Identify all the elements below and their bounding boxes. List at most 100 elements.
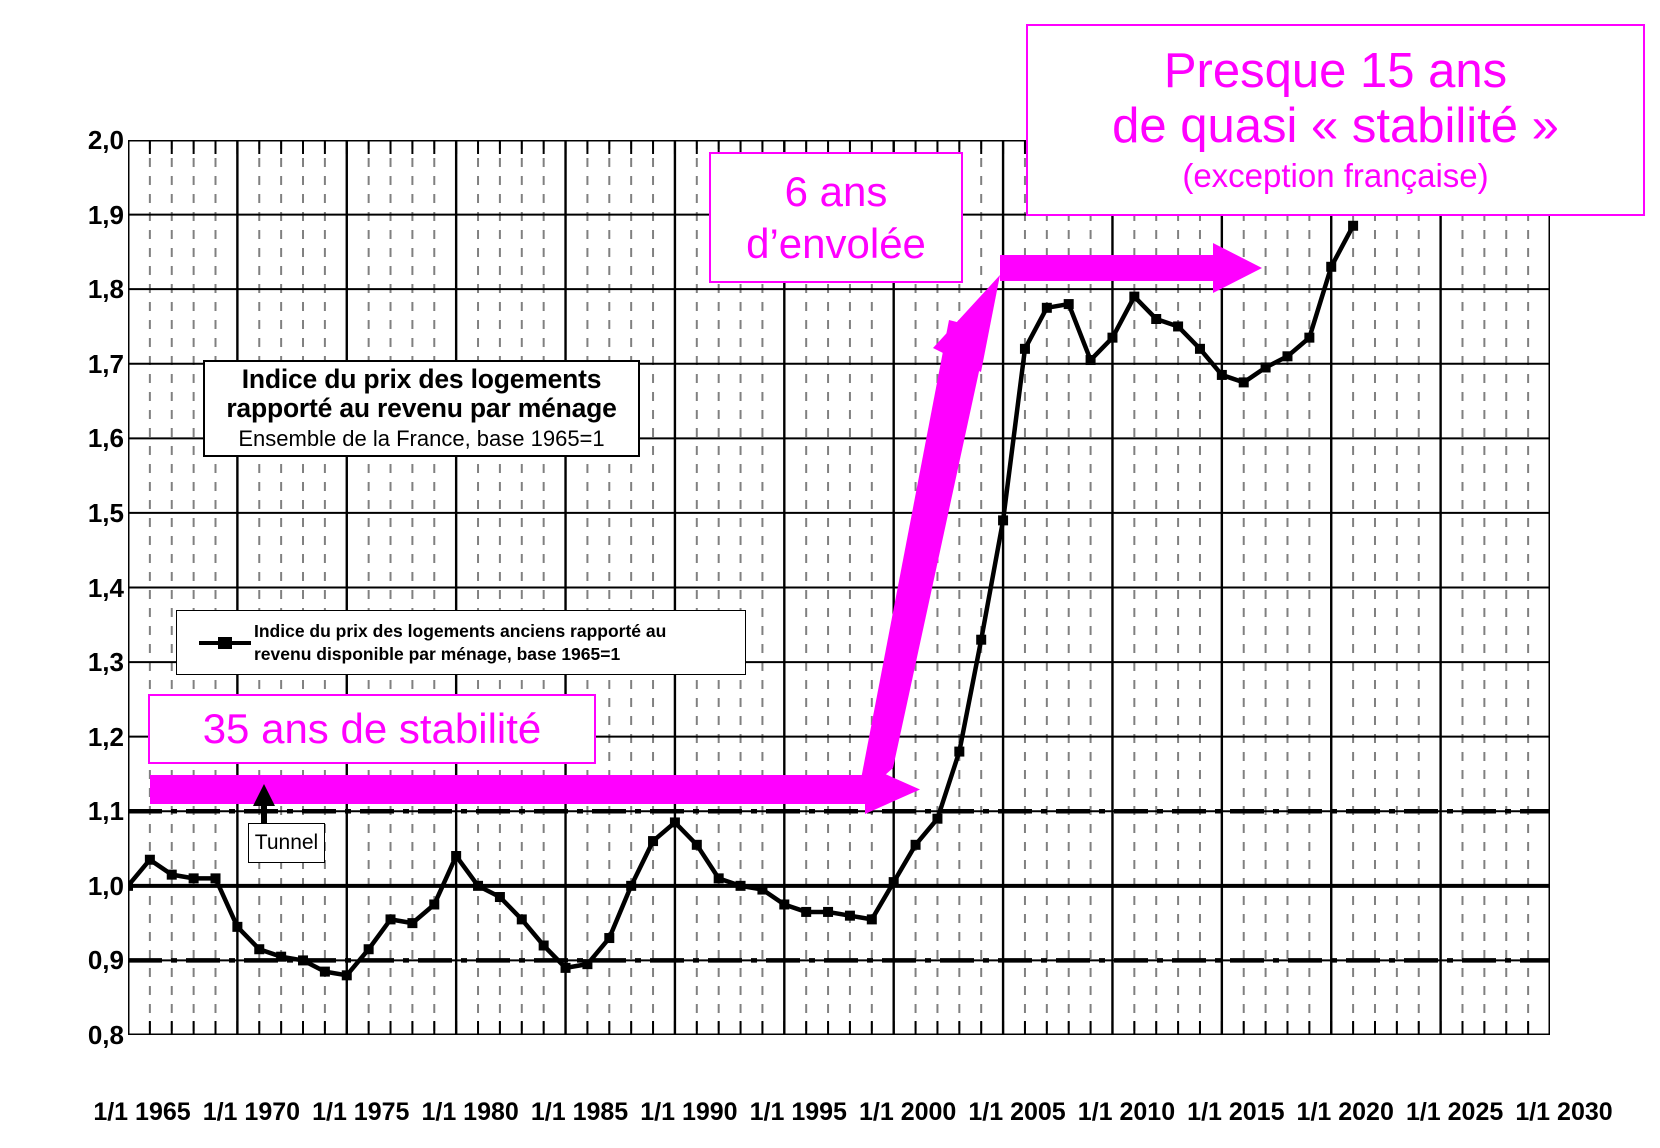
y-tick-label: 1,2 — [87, 721, 124, 752]
series-marker — [932, 813, 943, 824]
y-tick-label: 2,0 — [87, 125, 124, 155]
annotation-6-ans-envolee-line1: 6 ans — [784, 168, 888, 216]
y-tick-label: 0,9 — [87, 945, 124, 976]
series-marker — [976, 634, 987, 645]
y-tick-label: 0,8 — [87, 1020, 124, 1050]
series-marker — [1260, 362, 1271, 373]
series-marker — [385, 914, 396, 925]
series-marker — [691, 839, 702, 850]
y-tick-label: 1,6 — [87, 423, 124, 454]
series-marker — [319, 966, 330, 977]
series-marker — [128, 880, 133, 891]
series-marker — [538, 940, 549, 951]
series-marker — [298, 955, 309, 966]
x-tick-label: 1/1 1995 — [749, 1098, 847, 1126]
x-axis: 1/1 1965 1/1 1970 1/1 1975 1/1 1980 1/1 1985… — [0, 1098, 1660, 1138]
series-marker — [1019, 343, 1030, 354]
series-marker — [1085, 355, 1096, 366]
y-tick-label: 1,0 — [87, 870, 124, 901]
y-tick-label: 1,1 — [87, 796, 124, 827]
annotation-presque-15-ans-line2: de quasi « stabilité » — [1112, 99, 1559, 154]
series-marker — [1151, 314, 1162, 324]
y-tick-label: 1,4 — [87, 572, 124, 603]
series-marker — [626, 880, 637, 891]
series-marker — [1326, 261, 1337, 272]
series-marker — [866, 914, 877, 925]
series-marker — [1041, 302, 1052, 313]
x-tick-label: 1/1 2020 — [1296, 1098, 1394, 1126]
series-marker — [669, 817, 680, 828]
x-tick-label: 1/1 1980 — [421, 1098, 519, 1126]
annotation-35-ans-stabilite-line1: 35 ans de stabilité — [202, 704, 542, 752]
series-marker — [998, 515, 1009, 526]
series-marker — [1304, 332, 1315, 343]
series-marker — [844, 910, 855, 921]
series-marker — [516, 914, 527, 925]
x-tick-label: 1/1 1990 — [640, 1098, 738, 1126]
series-marker — [779, 899, 790, 910]
series-marker — [429, 899, 440, 910]
annotation-6-ans-envolee: 6 ans d’envolée — [709, 152, 963, 283]
series-marker — [1216, 369, 1227, 380]
series-marker — [166, 869, 177, 880]
y-tick-label: 1,7 — [87, 348, 124, 379]
series-marker — [560, 962, 571, 973]
series-marker — [363, 944, 374, 955]
chart-legend: Indice du prix des logements anciens rap… — [176, 610, 746, 675]
series-marker — [1063, 299, 1074, 310]
series-marker — [473, 880, 484, 891]
series-marker — [188, 873, 199, 884]
x-tick-label: 1/1 2030 — [1515, 1098, 1613, 1126]
series-marker — [1173, 321, 1184, 332]
chart-title-line1: Indice du prix des logements — [241, 363, 602, 394]
chart-title-box: Indice du prix des logements rapporté au… — [203, 360, 640, 457]
plot-area — [128, 140, 1550, 1035]
annotation-35-ans-stabilite: 35 ans de stabilité — [148, 694, 596, 764]
annotation-6-ans-envolee-line2: d’envolée — [746, 219, 926, 267]
series-marker — [1238, 377, 1249, 388]
x-tick-label: 1/1 2015 — [1187, 1098, 1285, 1126]
x-tick-label: 1/1 1970 — [202, 1098, 301, 1126]
series-marker — [276, 951, 287, 962]
series-marker — [757, 884, 768, 895]
series-marker — [407, 918, 418, 929]
x-tick-label: 1/1 2010 — [1077, 1098, 1176, 1126]
series-marker — [1194, 343, 1205, 354]
y-axis: 0,8 0,9 1,0 1,1 1,2 1,3 1,4 1,5 1,6 1,7 1,8 1,9 2,0 — [62, 0, 124, 1148]
series-marker — [582, 959, 593, 970]
x-tick-label: 1/1 1965 — [93, 1098, 191, 1126]
series-marker — [954, 746, 965, 757]
x-tick-label: 1/1 1985 — [530, 1098, 629, 1126]
series-marker — [144, 854, 155, 865]
series-marker — [1282, 351, 1293, 362]
legend-label-line1: Indice du prix des logements anciens rap… — [254, 621, 667, 642]
tunnel-label: Tunnel — [254, 831, 319, 854]
series-marker — [910, 839, 921, 850]
y-tick-label: 1,3 — [87, 647, 124, 678]
reference-lines — [128, 809, 1550, 963]
legend-label: Indice du prix des logements anciens rap… — [254, 620, 666, 665]
y-tick-label: 1,9 — [87, 199, 124, 230]
series-marker — [888, 877, 899, 888]
tunnel-callout: Tunnel — [248, 823, 325, 863]
x-tick-label: 1/1 2005 — [968, 1098, 1066, 1126]
y-tick-label: 1,8 — [87, 274, 124, 305]
chart-subtitle: Ensemble de la France, base 1965=1 — [238, 425, 605, 451]
x-tick-label: 1/1 1975 — [312, 1098, 410, 1126]
series-marker — [1107, 332, 1118, 343]
annotation-presque-15-ans-line1: Presque 15 ans — [1163, 44, 1508, 99]
series-marker — [494, 892, 505, 903]
series-marker — [1348, 220, 1359, 231]
series-marker — [210, 873, 221, 884]
legend-label-line2: revenu disponible par ménage, base 1965=… — [254, 643, 621, 664]
series-marker — [232, 921, 243, 932]
series-marker — [341, 970, 352, 981]
legend-marker-icon — [199, 636, 251, 650]
x-tick-label: 1/1 2000 — [859, 1098, 957, 1126]
series-marker — [604, 933, 615, 944]
series-marker — [254, 944, 265, 955]
series-marker — [451, 851, 462, 861]
y-tick-label: 1,5 — [87, 497, 124, 528]
x-tick-label: 1/1 2025 — [1405, 1098, 1504, 1126]
